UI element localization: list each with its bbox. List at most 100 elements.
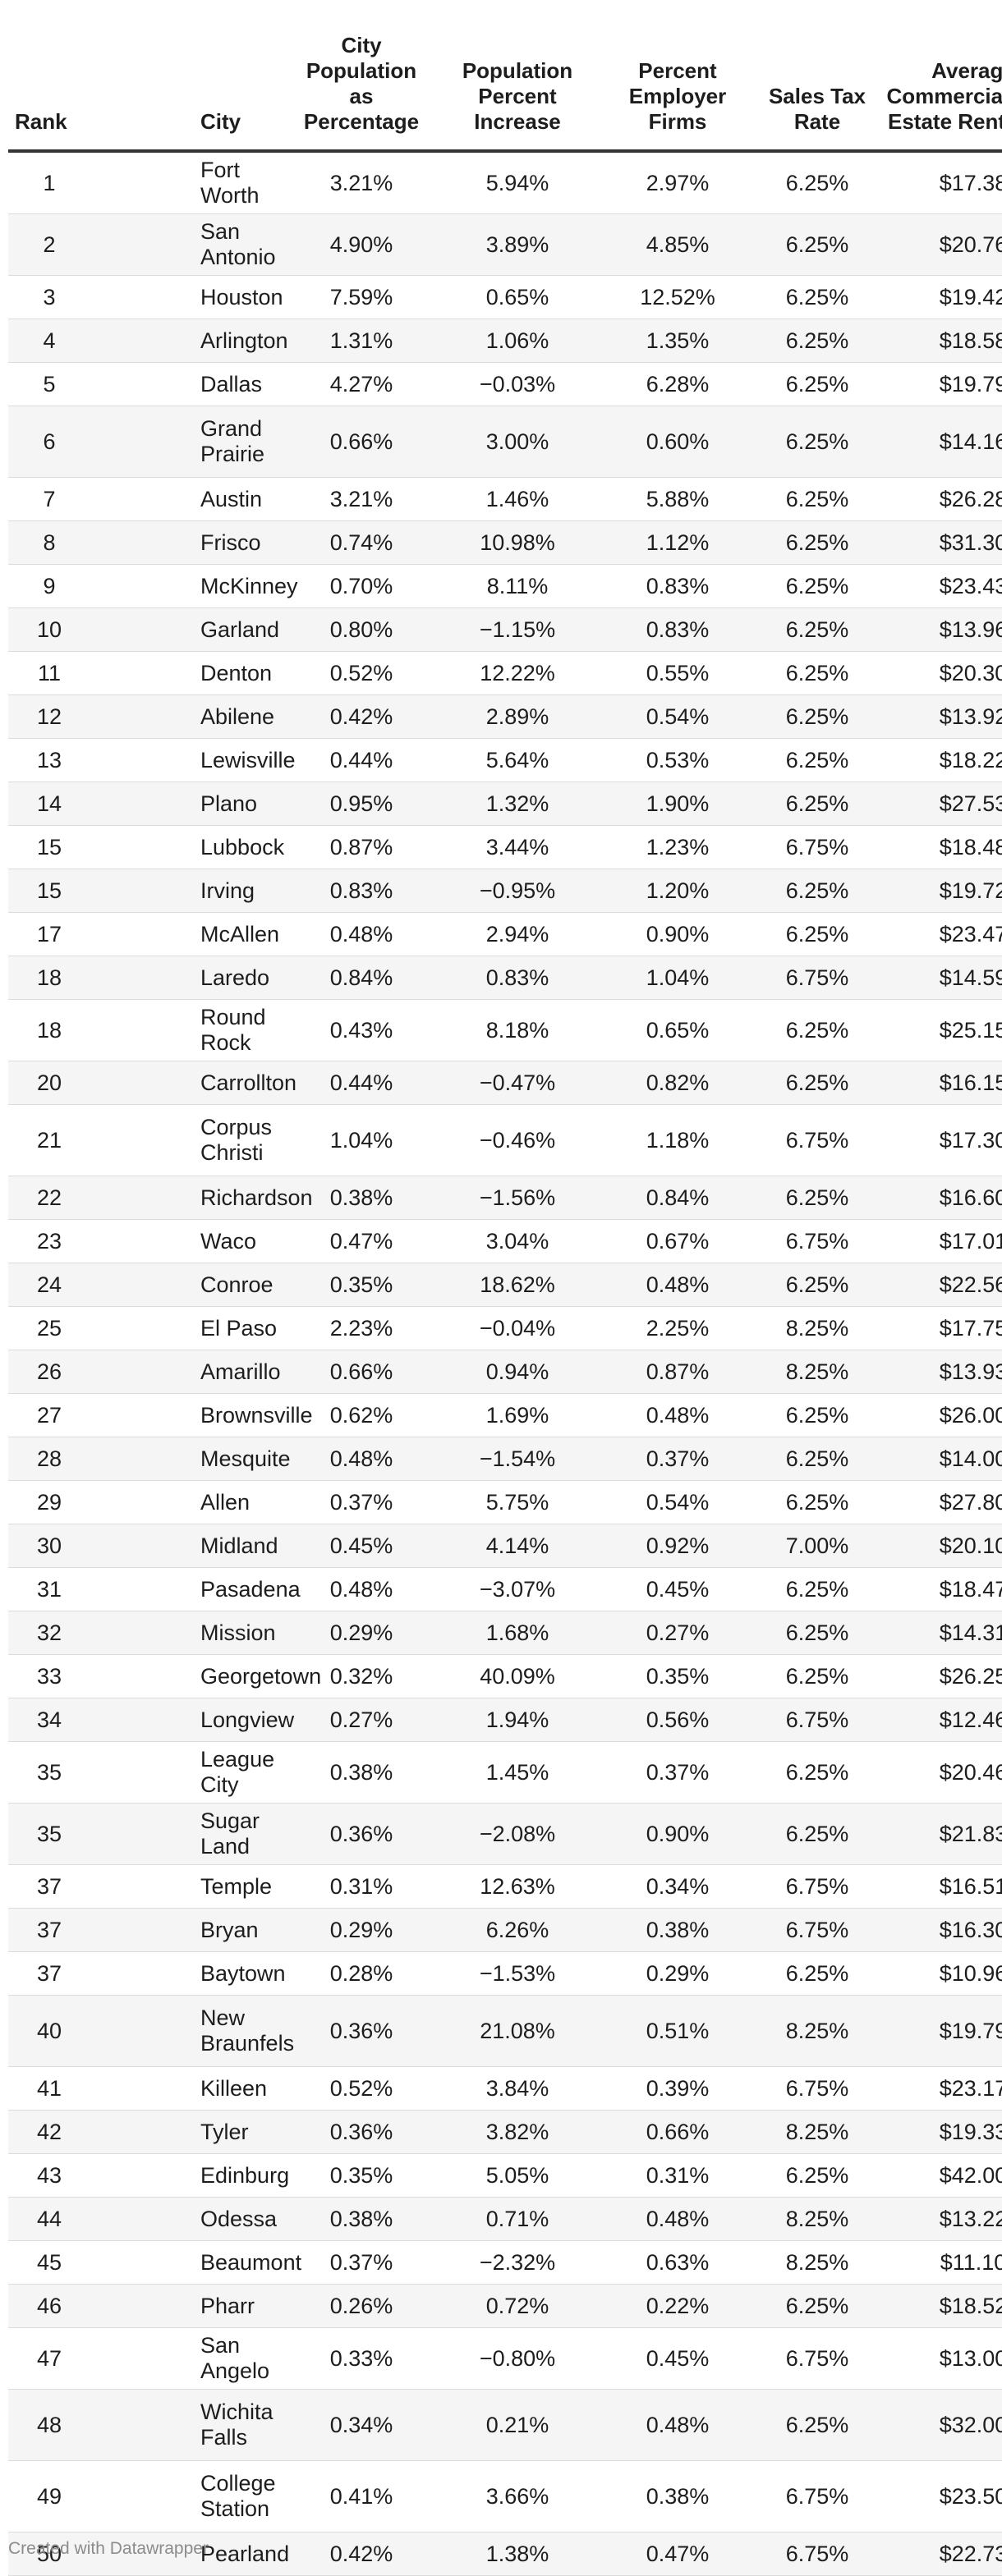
cell-rank: 32 (36, 1620, 62, 1645)
cell-city: New Braunfels (200, 2005, 295, 2056)
cell-rank: 1 (43, 170, 56, 195)
header-population-increase[interactable]: Population Percent Increase (435, 33, 600, 153)
cell-population-percentage: 0.42% (329, 704, 393, 729)
cell-city: Sugar Land (200, 1808, 260, 1859)
cell-population-increase: 4.14% (485, 1533, 549, 1558)
cell-population-increase: 1.46% (485, 486, 549, 511)
cell-rank: 18 (36, 1017, 62, 1043)
cell-sales-tax: 6.25% (785, 486, 849, 511)
cell-population-increase: −1.56% (479, 1185, 556, 1210)
table-row: 8 Frisco 0.74% 10.98% 1.12% 6.25% $31.30 (8, 520, 1002, 565)
cell-population-percentage: 0.45% (329, 1533, 393, 1558)
table-row: 2 San Antonio 4.90% 3.89% 4.85% 6.25% $20.76 (8, 213, 1002, 276)
cell-sales-tax: 6.75% (785, 1127, 849, 1153)
cell-population-increase: 3.00% (485, 429, 549, 454)
header-rank[interactable]: Rank (8, 33, 90, 153)
cell-population-increase: 0.21% (485, 2412, 549, 2437)
cell-city: League City (200, 1747, 275, 1797)
cell-rank: 25 (36, 1315, 62, 1341)
cell-average-rent: $23.47 (939, 921, 1002, 947)
cell-population-percentage: 0.66% (329, 1359, 393, 1384)
cell-average-rent: $21.83 (939, 1821, 1002, 1846)
cell-sales-tax: 6.25% (785, 2412, 849, 2437)
header-population-percentage[interactable]: City Population as Percentage (287, 33, 435, 153)
table-row: 46 Pharr 0.26% 0.72% 0.22% 6.25% $18.52 (8, 2284, 1002, 2328)
cell-average-rent: $20.10 (939, 1533, 1002, 1558)
cell-population-percentage: 0.47% (329, 1228, 393, 1254)
cell-city: Arlington (200, 328, 288, 353)
cell-sales-tax: 6.25% (785, 1576, 849, 1602)
header-employer-firms[interactable]: Percent Employer Firms (600, 33, 756, 153)
table-row: 18 Round Rock 0.43% 8.18% 0.65% 6.25% $25.15 (8, 1000, 1002, 1061)
cell-population-increase: 18.62% (480, 1272, 555, 1297)
cell-rank: 22 (36, 1185, 62, 1210)
table-row: 41 Killeen 0.52% 3.84% 0.39% 6.75% $23.17 (8, 2067, 1002, 2111)
cell-population-increase: 3.82% (485, 2119, 549, 2144)
cell-population-percentage: 0.83% (329, 878, 393, 903)
cell-average-rent: $23.17 (939, 2075, 1002, 2101)
cell-rank: 35 (36, 1821, 62, 1846)
cell-city: Dallas (200, 371, 263, 396)
cell-sales-tax: 6.25% (785, 2293, 849, 2318)
table-row: 7 Austin 3.21% 1.46% 5.88% 6.25% $26.28 (8, 478, 1002, 521)
cell-city: Temple (200, 1873, 273, 1899)
header-sales-tax[interactable]: Sales Tax Rate (756, 33, 879, 153)
cell-employer-firms: 2.25% (646, 1315, 710, 1341)
cell-average-rent: $16.15 (939, 1070, 1002, 1095)
cell-city: Allen (200, 1489, 250, 1515)
table-row: 30 Midland 0.45% 4.14% 0.92% 7.00% $20.10 (8, 1524, 1002, 1568)
cell-city: Mesquite (200, 1446, 291, 1471)
cell-average-rent: $14.16 (939, 429, 1002, 454)
cell-population-increase: 1.45% (485, 1759, 549, 1785)
data-table: Rank City City Population as Percentage … (8, 33, 1002, 2576)
table-row: 20 Carrollton 0.44% −0.47% 0.82% 6.25% $16.15 (8, 1061, 1002, 1105)
cell-city: McKinney (200, 573, 298, 598)
cell-population-percentage: 0.38% (329, 1185, 393, 1210)
table-row: 31 Pasadena 0.48% −3.07% 0.45% 6.25% $18.47 (8, 1568, 1002, 1611)
cell-employer-firms: 0.65% (646, 1017, 710, 1043)
cell-rank: 28 (36, 1446, 62, 1471)
cell-population-percentage: 0.32% (329, 1663, 393, 1689)
cell-employer-firms: 0.48% (646, 1402, 710, 1428)
cell-population-percentage: 0.44% (329, 1070, 393, 1095)
table-row: 48 Wichita Falls 0.34% 0.21% 0.48% 6.25% $32.0… (8, 2389, 1002, 2461)
cell-population-percentage: 0.37% (329, 2249, 393, 2275)
cell-rank: 7 (43, 486, 56, 511)
header-city[interactable]: City (90, 33, 287, 153)
cell-rank: 20 (36, 1070, 62, 1095)
cell-average-rent: $16.30 (939, 1917, 1002, 1942)
cell-rank: 45 (36, 2249, 62, 2275)
cell-sales-tax: 8.25% (785, 2249, 849, 2275)
cell-employer-firms: 0.54% (646, 1489, 710, 1515)
cell-employer-firms: 1.90% (646, 791, 710, 816)
cell-average-rent: $31.30 (939, 529, 1002, 555)
cell-population-increase: −3.07% (479, 1576, 556, 1602)
cell-sales-tax: 6.75% (785, 2345, 849, 2371)
cell-rank: 26 (36, 1359, 62, 1384)
cell-sales-tax: 6.25% (785, 573, 849, 598)
cell-employer-firms: 0.47% (646, 2541, 710, 2566)
cell-city: Garland (200, 616, 280, 642)
cell-employer-firms: 0.48% (646, 2206, 710, 2231)
table-row: 23 Waco 0.47% 3.04% 0.67% 6.75% $17.01 (8, 1220, 1002, 1263)
cell-sales-tax: 6.25% (785, 1017, 849, 1043)
cell-population-percentage: 0.38% (329, 1759, 393, 1785)
cell-average-rent: $13.93 (939, 1359, 1002, 1384)
cell-city: Lewisville (200, 747, 296, 772)
cell-rank: 14 (36, 791, 62, 816)
cell-rank: 11 (37, 660, 62, 685)
cell-rank: 50 (36, 2541, 62, 2566)
cell-population-percentage: 4.27% (329, 371, 393, 396)
cell-population-increase: 12.63% (480, 1873, 555, 1899)
cell-rank: 23 (36, 1228, 62, 1254)
table-row: 5 Dallas 4.27% −0.03% 6.28% 6.25% $19.79 (8, 363, 1002, 406)
cell-employer-firms: 0.63% (646, 2249, 710, 2275)
cell-sales-tax: 8.25% (785, 1359, 849, 1384)
cell-employer-firms: 0.60% (646, 429, 710, 454)
cell-average-rent: $10.96 (939, 1960, 1002, 1986)
cell-city: Pasadena (200, 1576, 301, 1602)
cell-population-increase: 21.08% (480, 2018, 555, 2043)
cell-city: Carrollton (200, 1070, 297, 1095)
cell-sales-tax: 6.25% (785, 529, 849, 555)
header-average-rent[interactable]: Average Commercial Real Estate Rent/SqFt (879, 33, 1002, 153)
